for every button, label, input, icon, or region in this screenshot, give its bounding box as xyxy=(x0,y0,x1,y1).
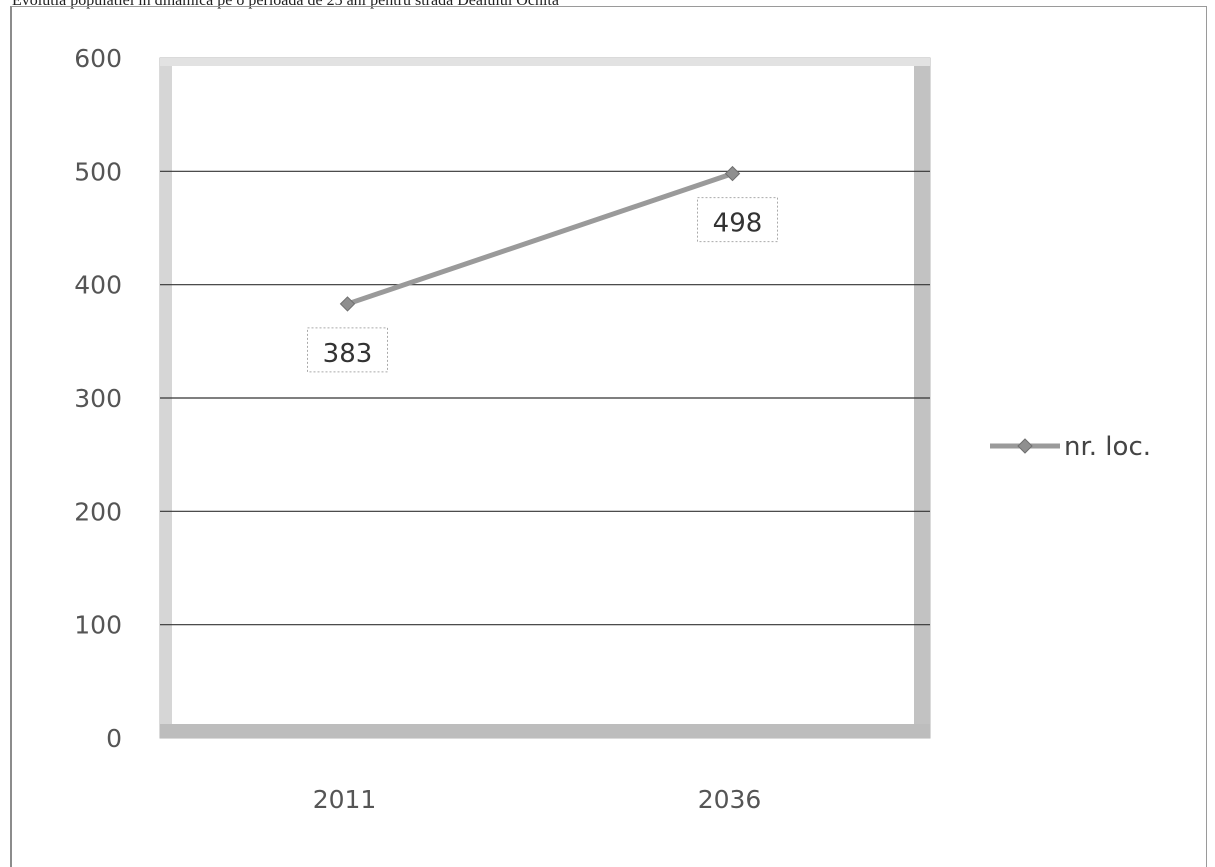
y-tick-label: 600 xyxy=(74,44,122,73)
data-label: 383 xyxy=(323,339,373,369)
series-marker xyxy=(339,296,356,312)
chart-frame xyxy=(10,6,1207,867)
y-tick-label: 400 xyxy=(74,271,122,300)
y-tick-label: 300 xyxy=(74,384,122,413)
legend-marker xyxy=(1017,438,1033,454)
x-tick-label: 2036 xyxy=(698,785,762,814)
data-labels: 383 498 xyxy=(307,197,778,373)
legend-label: nr. loc. xyxy=(1064,432,1151,462)
y-tick-label: 200 xyxy=(74,497,122,526)
series-marker xyxy=(724,165,741,182)
chart-caption: Evolutia populatiei in dinamica pe o per… xyxy=(12,0,559,9)
x-axis: 2011 2036 xyxy=(313,785,762,814)
y-tick-label: 500 xyxy=(74,157,122,186)
y-tick-label: 0 xyxy=(106,724,122,753)
series-line xyxy=(345,171,735,307)
data-label-box xyxy=(697,197,778,243)
x-tick-label: 2011 xyxy=(313,785,377,814)
series-layer xyxy=(339,165,741,312)
gridlines xyxy=(160,170,930,626)
y-axis: 0 100 200 300 400 500 600 xyxy=(74,44,122,753)
y-tick-label: 100 xyxy=(74,611,122,640)
plot-bevel-top xyxy=(160,58,930,66)
data-label-box xyxy=(307,327,388,373)
data-label: 498 xyxy=(713,209,763,239)
plot-bevel-bottom xyxy=(160,724,930,738)
legend: nr. loc. xyxy=(990,432,1151,462)
